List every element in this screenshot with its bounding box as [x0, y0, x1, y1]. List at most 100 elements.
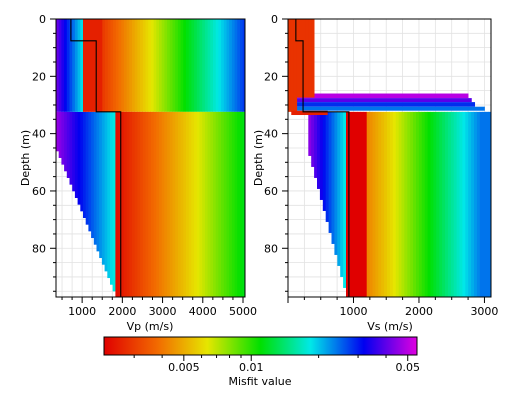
vs-misfit-cell	[328, 111, 332, 233]
vp-misfit-cell	[193, 19, 197, 112]
colorbar-tick-label: 0.01	[239, 361, 264, 374]
vs-y-tick-label: 0	[271, 13, 278, 26]
vp-misfit-cell	[145, 111, 149, 297]
vp-misfit-cell	[228, 111, 232, 297]
vs-misfit-cell	[392, 111, 396, 297]
vp-misfit-cell	[166, 111, 170, 297]
vs-misfit-cell	[444, 111, 448, 297]
vp-misfit-cell	[188, 19, 192, 112]
vp-misfit-cell	[96, 111, 100, 252]
vp-misfit-cell	[212, 111, 216, 297]
vp-x-tick-label: 2000	[108, 305, 136, 318]
vp-y-tick-label: 80	[32, 242, 46, 255]
vp-misfit-cell	[142, 19, 146, 112]
vs-misfit-cell	[380, 111, 385, 297]
vs-misfit-cell	[433, 111, 437, 297]
vp-misfit-cell	[177, 111, 181, 297]
vp-misfit-cell	[74, 111, 78, 199]
vp-misfit-cell	[161, 19, 165, 112]
vs-misfit-cell	[470, 111, 474, 297]
vp-misfit-cell	[69, 19, 73, 112]
vp-misfit-cell	[120, 19, 124, 112]
vp-misfit-cell	[131, 111, 135, 297]
vp-misfit-cell	[101, 19, 105, 112]
vp-misfit-cell	[118, 19, 122, 112]
vs-misfit-cell	[488, 111, 491, 297]
vp-misfit-cell	[134, 111, 138, 297]
vp-misfit-cell	[215, 111, 219, 297]
vp-misfit-cell	[104, 19, 108, 112]
vp-misfit-cell	[172, 111, 176, 297]
vp-misfit-cell	[145, 19, 149, 112]
vs-misfit-cell	[404, 111, 408, 297]
vp-misfit-cell	[72, 111, 76, 192]
vp-misfit-cell	[169, 19, 173, 112]
vs-misfit-cell	[348, 111, 353, 297]
vp-misfit-cell	[220, 111, 224, 297]
vp-misfit-cell	[93, 19, 97, 112]
vp-misfit-cell	[242, 111, 245, 297]
vs-y-tick-label: 40	[264, 128, 278, 141]
vs-x-tick-label: 1000	[339, 305, 367, 318]
vp-misfit-cell	[56, 19, 60, 112]
vs-misfit-cell	[430, 111, 434, 297]
vp-misfit-cell	[85, 19, 89, 112]
vs-misfit-cell	[415, 111, 419, 297]
vs-misfit-cell	[291, 110, 328, 116]
vp-misfit-cell	[218, 111, 222, 297]
vp-misfit-cell	[185, 19, 189, 112]
vp-x-tick-label: 1000	[68, 305, 96, 318]
vp-misfit-cell	[182, 19, 186, 112]
vs-misfit-cell	[375, 111, 379, 297]
vp-misfit-cell	[96, 19, 100, 112]
vs-misfit-cell	[462, 111, 466, 297]
vp-misfit-cell	[212, 19, 216, 112]
vs-misfit-cell	[369, 111, 373, 297]
vp-misfit-cell	[196, 111, 200, 297]
vp-misfit-cell	[115, 19, 119, 112]
vs-misfit-cell	[354, 111, 358, 297]
vp-misfit-cell	[228, 19, 232, 112]
vp-misfit-cell	[123, 19, 127, 112]
vp-x-tick-label: 5000	[229, 305, 257, 318]
vp-misfit-cell	[201, 111, 205, 297]
vp-misfit-cell	[107, 111, 111, 279]
vp-misfit-cell	[182, 111, 186, 297]
vp-misfit-cell	[88, 19, 92, 112]
vp-misfit-cell	[174, 111, 178, 297]
vs-misfit-cell	[325, 111, 329, 222]
vp-misfit-cell	[91, 19, 95, 112]
vp-misfit-cell	[231, 19, 235, 112]
vs-misfit-cell	[346, 111, 350, 297]
vp-axes: 1000 2000 3000 4000 5000 0 20 40 60 80	[32, 13, 257, 318]
vs-misfit-cell	[308, 111, 312, 156]
vs-misfit-cell	[372, 111, 376, 297]
vp-misfit-cell	[223, 111, 227, 297]
vs-misfit-cell	[331, 111, 335, 244]
vs-misfit-cell	[308, 19, 312, 98]
vp-misfit-cell	[218, 19, 222, 112]
vp-misfit-cell	[83, 111, 87, 219]
colorbar-ticks: 0.005 0.01 0.05	[133, 355, 420, 374]
vp-y-tick-label: 60	[32, 185, 46, 198]
vp-misfit-cell	[161, 111, 165, 297]
vs-misfit-cell	[450, 111, 454, 297]
vp-misfit-cell	[158, 111, 162, 297]
vp-y-tick-label: 0	[39, 13, 46, 26]
vp-misfit-cell	[236, 111, 240, 297]
vs-misfit-cell	[427, 111, 431, 297]
vs-misfit-cell	[293, 19, 298, 112]
vp-misfit-cell	[101, 111, 105, 265]
vp-misfit-cell	[93, 111, 97, 245]
vs-x-axis-label: Vs (m/s)	[367, 320, 413, 333]
vs-misfit-cell	[291, 98, 472, 103]
vp-misfit-cell	[85, 111, 89, 225]
vp-misfit-cell	[193, 111, 197, 297]
vs-misfit-cell	[360, 111, 364, 297]
vs-misfit-cell	[383, 111, 387, 297]
vp-misfit-cell	[239, 111, 243, 297]
vp-misfit-cell	[99, 19, 103, 112]
vs-x-tick-label: 3000	[470, 305, 498, 318]
vp-misfit-cell	[223, 19, 227, 112]
vs-misfit-cell	[288, 19, 292, 112]
